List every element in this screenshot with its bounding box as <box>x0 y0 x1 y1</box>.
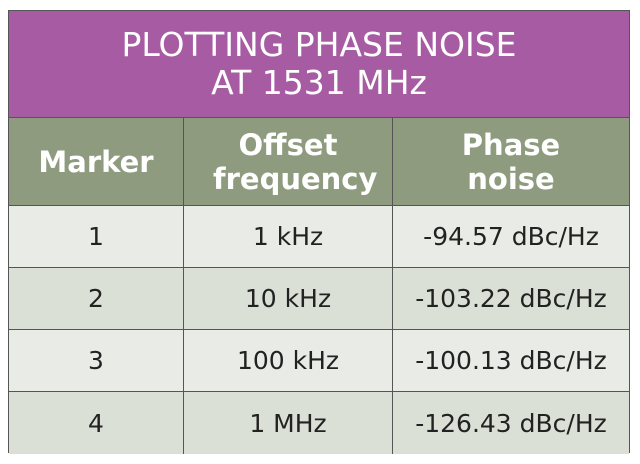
table: PLOTTING PHASE NOISE AT 1531 MHz Marker O… <box>8 10 630 454</box>
header-text: Marker <box>38 144 154 179</box>
header-cell: Marker <box>9 118 184 205</box>
table-cell: 1 <box>9 206 184 267</box>
header-text: Offset frequency <box>213 127 378 196</box>
header-cell: Offset frequency <box>184 118 393 205</box>
table-cell: 3 <box>9 330 184 391</box>
table-cell: -126.43 dBc/Hz <box>415 408 607 438</box>
header-cell: Phase noise <box>393 118 629 205</box>
header-row: Marker Offset frequency Phase noise <box>9 118 629 206</box>
title-line: AT 1531 MHz <box>211 63 427 102</box>
table-cell: -94.57 dBc/Hz <box>423 222 599 251</box>
table-cell: 2 <box>9 268 184 329</box>
header-text: Phase noise <box>461 127 561 196</box>
table-row: 2 10 kHz -103.22 dBc/Hz <box>9 268 629 330</box>
table-cell: -103.22 dBc/Hz <box>415 284 607 313</box>
table-cell: 100 kHz <box>184 330 393 391</box>
table-cell: 10 kHz <box>184 268 393 329</box>
table-cell: 4 <box>9 392 184 454</box>
table-cell: -100.13 dBc/Hz <box>415 346 607 375</box>
title-line: PLOTTING PHASE NOISE <box>121 25 517 64</box>
table-row: 3 100 kHz -100.13 dBc/Hz <box>9 330 629 392</box>
table-cell: 1 kHz <box>184 206 393 267</box>
title-band: PLOTTING PHASE NOISE AT 1531 MHz <box>9 11 629 118</box>
table-cell: 1 MHz <box>184 392 393 454</box>
